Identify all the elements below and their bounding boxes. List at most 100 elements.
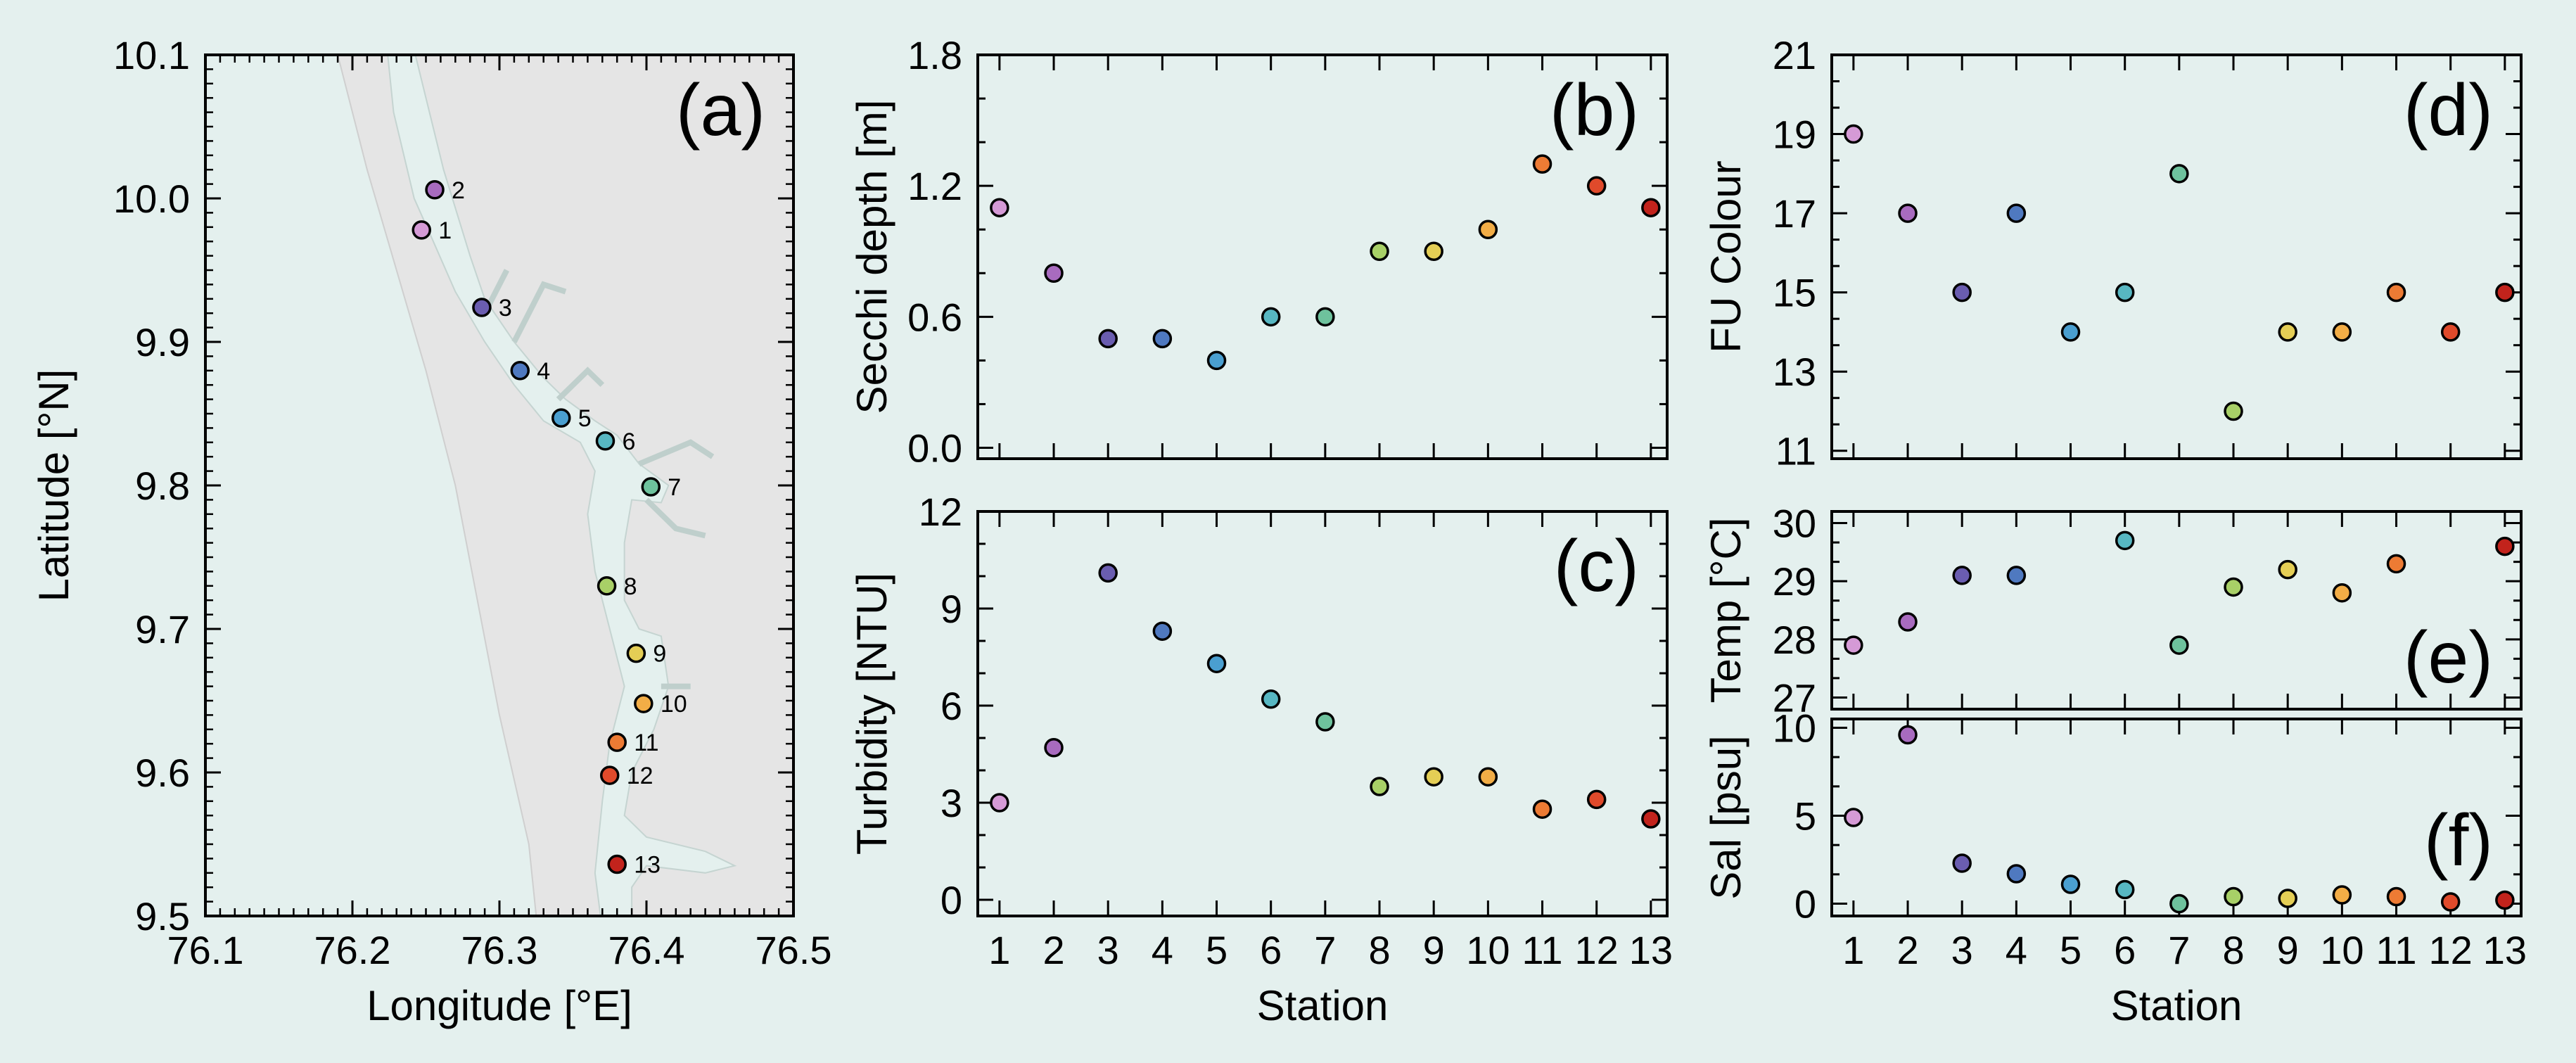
panel-letter-a: (a): [676, 70, 765, 151]
station-marker: [597, 576, 617, 596]
y-tick-label-e: 29: [1773, 559, 1816, 604]
data-point-c: [1532, 799, 1552, 819]
y-tick-label-d: 15: [1773, 271, 1816, 315]
data-point-b: [1532, 154, 1552, 174]
data-point-d: [2386, 282, 2406, 303]
panel-e: 27 28 29 30 Temp [°C] (e): [1702, 502, 2523, 720]
y-tick-label-d: 13: [1773, 350, 1816, 394]
y-tick-label-a: 10.1: [113, 33, 190, 77]
y-tick-label-b: 0.6: [907, 295, 962, 339]
station-marker: [412, 220, 431, 240]
station-label: 13: [634, 852, 661, 879]
data-point-c: [1044, 738, 1064, 758]
station-marker: [551, 408, 571, 428]
y-tick-label-e: 30: [1773, 502, 1816, 546]
data-point-f: [2060, 874, 2081, 894]
x-tick-label-c: 11: [1522, 928, 1562, 972]
data-point-d: [2224, 401, 2243, 421]
data-point-c: [1478, 767, 1498, 787]
plot-frame-d: [1830, 53, 2523, 460]
x-tick-label-f: 2: [1896, 928, 1918, 972]
data-point-f: [2224, 886, 2243, 907]
data-point-c: [1424, 767, 1443, 787]
data-point-f: [1844, 808, 1863, 827]
y-tick-label-c: 3: [941, 781, 962, 825]
y-tick-label-c: 12: [919, 490, 962, 534]
data-point-d: [2278, 322, 2297, 342]
panel-letter-b: (b): [1550, 70, 1639, 151]
panel-letter-f: (f): [2424, 800, 2493, 881]
y-tick-label-a: 10.0: [113, 177, 190, 221]
station-label: 4: [537, 358, 550, 385]
x-tick-label-c: 9: [1423, 928, 1445, 972]
y-tick-label-b: 1.8: [907, 33, 962, 77]
data-point-f: [2440, 892, 2461, 912]
plot-area-f: [1832, 719, 2521, 916]
panel-a: 76.1 76.2 76.3 76.4 76.5 9.5 9.6 9.7 9.8 9.9 10.0 1…: [30, 33, 832, 1029]
data-point-d: [1844, 124, 1863, 144]
data-point-c: [1315, 712, 1335, 732]
data-point-f: [2495, 890, 2515, 910]
data-point-f: [2278, 889, 2297, 908]
tributary-channel: [556, 367, 605, 402]
data-point-e: [2332, 583, 2352, 603]
data-point-b: [990, 198, 1009, 217]
station-marker: [607, 854, 627, 874]
x-tick-label-c: 7: [1314, 928, 1336, 972]
panel-b: 0.0 0.6 1.2 1.8 Secchi depth [m] (b): [848, 33, 1669, 470]
x-tick-label-f: 10: [2320, 928, 2364, 972]
x-tick-label-c: 3: [1097, 928, 1119, 972]
x-tick-label-c: 6: [1260, 928, 1282, 972]
data-point-b: [1261, 307, 1281, 327]
data-point-f: [2332, 885, 2352, 905]
data-point-c: [1261, 689, 1281, 709]
station-marker: [641, 477, 661, 497]
data-point-b: [1206, 350, 1227, 371]
x-tick-label-c: 13: [1629, 928, 1673, 972]
y-tick-label-f: 5: [1794, 794, 1816, 839]
station-marker: [634, 694, 653, 713]
station-marker: [626, 643, 646, 663]
data-point-b: [1424, 241, 1443, 261]
data-point-c: [1641, 809, 1661, 829]
data-point-d: [2006, 203, 2027, 223]
station-label: 11: [634, 730, 658, 756]
data-point-c: [1206, 654, 1227, 673]
data-point-c: [1370, 777, 1389, 796]
station-label: 1: [438, 217, 452, 244]
plot-frame-e: [1830, 510, 2523, 711]
data-point-d: [1952, 282, 1972, 303]
y-tick-label-d: 11: [1775, 429, 1816, 473]
station-marker: [425, 180, 445, 200]
y-tick-label-b: 0.0: [907, 426, 962, 470]
station-marker: [510, 361, 530, 381]
station-label: 6: [622, 428, 635, 455]
data-point-d: [2495, 282, 2515, 303]
station-marker: [595, 431, 616, 451]
data-point-d: [2440, 322, 2461, 342]
panel-letter-c: (c): [1554, 526, 1639, 607]
y-tick-label-a: 9.8: [135, 464, 190, 508]
y-tick-label-c: 6: [941, 684, 962, 728]
y-tick-label-d: 21: [1773, 33, 1816, 77]
data-point-e: [1844, 635, 1863, 655]
data-point-d: [1898, 203, 1918, 223]
data-point-e: [2278, 559, 2297, 580]
station-marker: [472, 298, 492, 317]
panel-letter-d: (d): [2404, 70, 2493, 151]
data-point-d: [2332, 322, 2352, 342]
y-axis-title-c: Turbidity [NTU]: [848, 573, 895, 855]
x-tick-label-f: 12: [2429, 928, 2473, 972]
data-point-e: [2495, 536, 2515, 556]
data-point-e: [2006, 566, 2027, 585]
y-tick-label-a: 9.9: [135, 320, 190, 364]
y-tick-label-f: 0: [1794, 882, 1816, 927]
y-tick-label-d: 19: [1773, 113, 1816, 157]
y-tick-label-f: 10: [1773, 706, 1816, 751]
data-point-b: [1044, 263, 1064, 284]
station-label: 7: [668, 474, 681, 501]
plot-frame-f: [1830, 718, 2523, 917]
station-label: 8: [624, 573, 637, 600]
x-tick-label-f: 5: [2060, 928, 2081, 972]
